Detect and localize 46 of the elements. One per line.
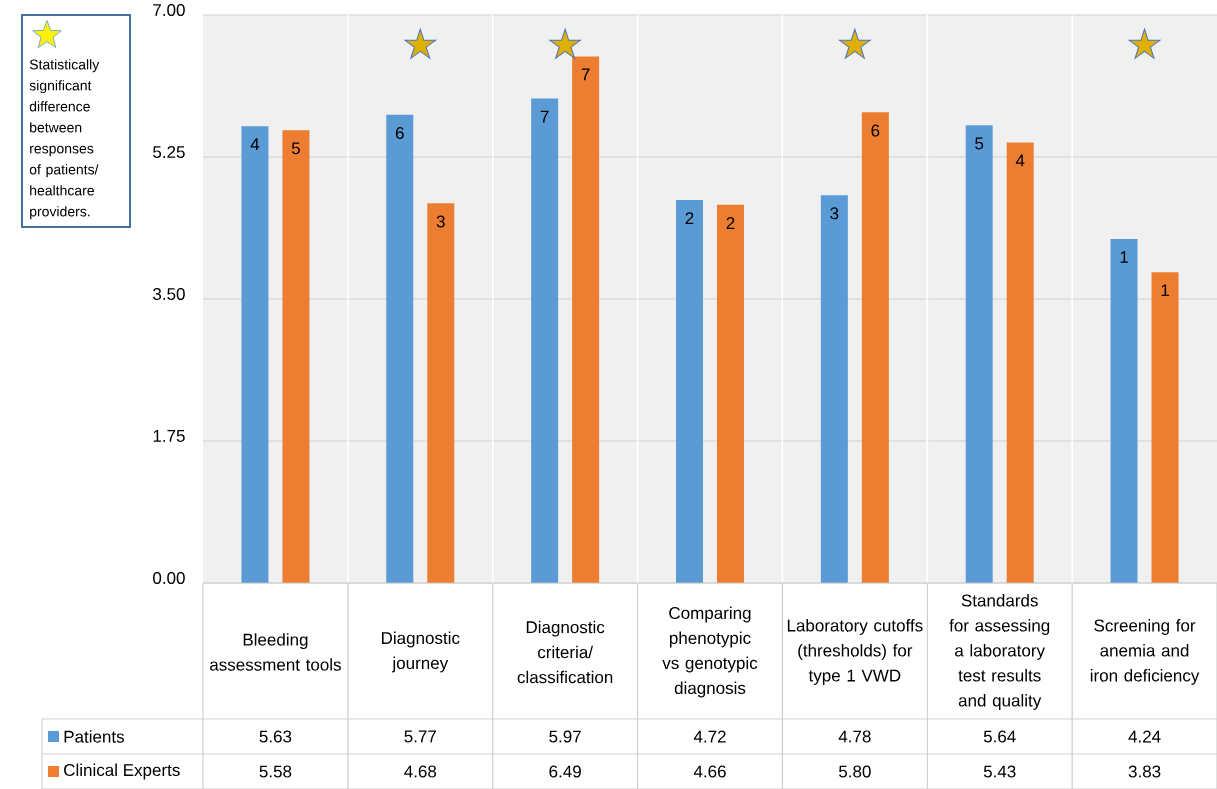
x-tick-label: Diagnostic journey — [382, 631, 460, 673]
data-label: 4.78 — [838, 730, 871, 743]
data-label: 4.66 — [693, 765, 726, 778]
x-tick-label: Comparing phenotypic vs genotypic diagnosis — [662, 606, 758, 698]
data-label: 3.83 — [1128, 765, 1161, 778]
annotation: 6 — [871, 124, 880, 137]
annotation: 7 — [540, 110, 549, 123]
data-label: 5.64 — [983, 730, 1016, 743]
annotation: 3 — [830, 207, 839, 220]
data-label: 6.49 — [549, 765, 581, 778]
annotation: 4 — [250, 138, 260, 151]
text: Statistically significant difference between responses of patients/ healthcare providers. — [29, 59, 100, 220]
y-tick-label: 5.25 — [153, 145, 185, 159]
annotation: 3 — [436, 215, 445, 228]
data-label: 5.77 — [404, 730, 436, 743]
data-label: 4.72 — [693, 730, 726, 743]
annotation: 2 — [685, 212, 694, 225]
y-tick-label: 0.00 — [153, 571, 185, 585]
legend-label: Patients — [64, 730, 125, 743]
annotation: 6 — [395, 127, 404, 140]
annotation: 1 — [1120, 251, 1128, 263]
data-label: 5.43 — [983, 765, 1016, 778]
annotation: ★ — [839, 29, 871, 59]
x-tick-label: Bleeding assessment tools — [210, 633, 341, 671]
data-label: 5.80 — [839, 765, 871, 778]
annotation: 7 — [581, 68, 590, 81]
y-tick-label: 1.75 — [153, 430, 185, 442]
data-label: 4.68 — [404, 765, 437, 778]
x-tick-label: Standards for assessing a laboratory test results and quality — [949, 594, 1050, 710]
x-tick-label: Screening for anemia and iron deficiency — [1090, 619, 1200, 685]
annotation: ★ — [549, 29, 581, 59]
data-label: 5.58 — [259, 765, 292, 778]
annotation: ★ — [1129, 29, 1160, 59]
y-tick-label: 3.50 — [153, 287, 185, 301]
annotation: 4 — [1015, 154, 1025, 167]
annotation: 2 — [726, 217, 735, 229]
annotation: 5 — [975, 137, 984, 150]
x-tick-label: Laboratory cutoffs (thresholds) for type 1 VWD — [787, 619, 923, 685]
data-label: 4.24 — [1128, 730, 1161, 743]
annotation: 5 — [291, 142, 300, 155]
annotation: 1 — [1161, 284, 1169, 297]
data-label: 5.63 — [259, 730, 292, 743]
x-tick-label: Diagnostic criteria/classification — [517, 620, 613, 684]
data-label: 5.97 — [549, 730, 581, 743]
y-tick-label: 7.00 — [153, 3, 185, 17]
legend-label: Clinical Experts — [64, 763, 180, 780]
